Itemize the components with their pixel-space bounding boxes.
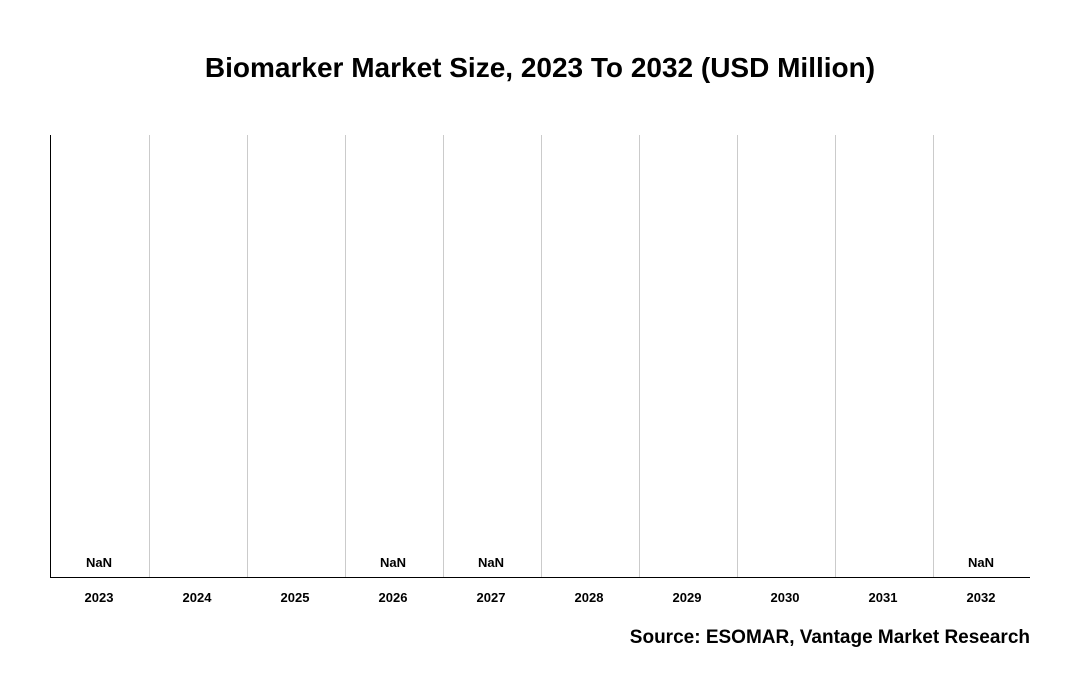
x-axis-label: 2030 <box>771 590 800 605</box>
grid-line <box>639 135 640 577</box>
grid-line <box>933 135 934 577</box>
grid-line <box>247 135 248 577</box>
x-axis-label: 2025 <box>281 590 310 605</box>
x-axis-label: 2023 <box>85 590 114 605</box>
source-attribution: Source: ESOMAR, Vantage Market Research <box>630 627 1030 649</box>
value-label: NaN <box>380 555 406 570</box>
grid-line <box>149 135 150 577</box>
chart-title: Biomarker Market Size, 2023 To 2032 (USD… <box>0 52 1080 84</box>
grid-line <box>541 135 542 577</box>
value-label: NaN <box>86 555 112 570</box>
x-axis-label: 2024 <box>183 590 212 605</box>
x-axis-label: 2026 <box>379 590 408 605</box>
plot-area <box>50 135 1030 578</box>
x-axis-label: 2028 <box>575 590 604 605</box>
grid-line <box>737 135 738 577</box>
value-label: NaN <box>478 555 504 570</box>
grid-line <box>443 135 444 577</box>
grid-line <box>835 135 836 577</box>
value-label: NaN <box>968 555 994 570</box>
x-axis-label: 2029 <box>673 590 702 605</box>
x-axis-label: 2031 <box>869 590 898 605</box>
x-axis-label: 2027 <box>477 590 506 605</box>
x-axis-label: 2032 <box>967 590 996 605</box>
grid-line <box>345 135 346 577</box>
